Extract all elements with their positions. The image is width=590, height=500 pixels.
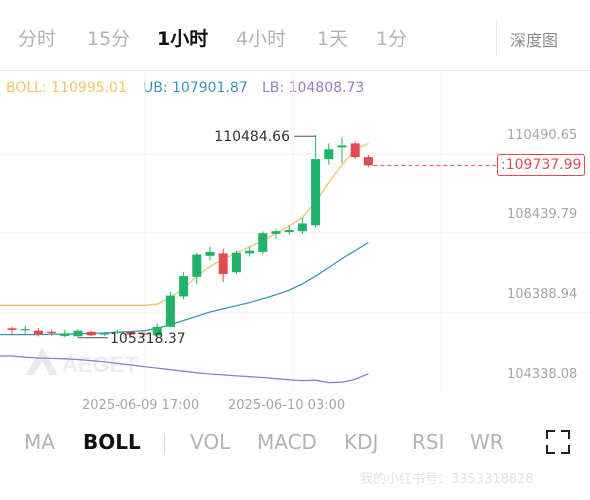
tab-indicator-boll[interactable]: BOLL [83,430,141,454]
candle [350,141,360,160]
tab-timeframe-1m[interactable]: 1分 [376,28,408,50]
watermark-logo: AEGET [26,347,138,377]
candle-body [258,233,268,252]
candle [99,332,109,337]
price-tick-3: 106388.94 [507,287,578,302]
candle [363,155,373,167]
tab-indicator-ma[interactable]: MA [24,430,55,454]
candle [33,328,43,337]
candle [152,323,162,337]
candle [113,329,123,335]
candle [337,137,347,163]
legend-boll: BOLL: 110995.01 [6,80,127,96]
candle-body [73,330,83,337]
candle-body [86,331,96,336]
candle [284,225,294,235]
boll-lower-line [0,355,369,384]
candle-body [218,253,228,275]
tab-indicator-wr[interactable]: WR [470,430,504,454]
candle [205,246,215,261]
candlestick-chart[interactable]: AEGET 110484.66 105318.37 [0,72,590,422]
candle-body [363,157,373,166]
candle-body [284,230,294,232]
low-price-label: 105318.37 [110,331,186,347]
candle-body [20,329,30,331]
current-price-tag: :109737.99 [497,154,586,176]
tab-timeframe-time-sharing[interactable]: 分时 [18,28,57,50]
tab-indicator-kdj[interactable]: KDJ [344,430,379,454]
candle [86,330,96,337]
candle-body [113,331,123,333]
candle-body [205,251,215,256]
candle [7,326,17,335]
candle [297,217,307,234]
candle [126,331,136,336]
candles [7,136,373,338]
watermark-logo-icon [26,347,58,375]
candle-body [350,143,360,158]
high-price-label: 110484.66 [214,129,290,145]
candle [324,143,334,165]
candle-body [33,330,43,335]
candle-body [337,145,347,148]
tab-indicator-rsi[interactable]: RSI [412,430,445,454]
tab-timeframe-1d[interactable]: 1天 [317,28,349,50]
candle [311,136,321,228]
candle-body [126,331,136,335]
candle-body [179,276,189,297]
price-tick-2: 108439.79 [507,207,578,222]
candle-body [231,252,241,273]
candle-body [99,333,109,335]
time-tick-2: 2025-06-10 03:00 [228,398,346,413]
timeframe-bar: 分时 15分 1小时 4小时 1天 1分 深度图 [0,0,590,71]
tab-timeframe-15m[interactable]: 15分 [87,28,131,50]
candle-body [165,295,175,327]
candle [218,248,228,282]
candle-body [7,328,17,330]
candle [192,252,202,284]
candle-body [60,333,70,337]
candle [179,272,189,300]
candle-body [139,333,149,335]
candle-body [271,231,281,234]
candle [245,246,255,257]
price-tick-4: 104338.08 [507,367,578,382]
legend-ub: UB: 107901.87 [143,80,248,96]
candle [60,329,70,338]
watermark-footer: 我的小红书号：3353318828 [360,472,534,487]
tab-timeframe-1h[interactable]: 1小时 [157,28,209,50]
candle [73,329,83,338]
candle-body [192,254,202,277]
candle [271,229,281,240]
candle-body [311,159,321,226]
candle [47,330,57,337]
depth-chart-button[interactable]: 深度图 [510,31,559,50]
legend-lb: LB: 104808.73 [262,80,365,96]
candle [139,331,149,337]
tab-indicator-macd[interactable]: MACD [257,430,317,454]
annotations: 110484.66 105318.37 [78,129,497,347]
candle [258,231,268,255]
candle-body [297,223,307,232]
candle-body [324,149,334,160]
candle-body [152,326,162,336]
tab-timeframe-4h[interactable]: 4小时 [236,28,287,50]
indicator-bar: MA BOLL VOL MACD KDJ RSI WR [0,422,590,462]
tab-indicator-vol[interactable]: VOL [190,430,231,454]
candle-body [245,250,255,254]
chart-grid [0,72,590,392]
candle [165,291,175,328]
price-tick-1: 110490.65 [507,128,578,143]
time-tick-1: 2025-06-09 17:00 [82,398,200,413]
indicator-separator [164,434,165,454]
fullscreen-icon[interactable] [546,430,570,454]
candle [231,250,241,275]
depth-divider [496,20,497,56]
candle [20,325,30,334]
candle-body [47,331,57,333]
